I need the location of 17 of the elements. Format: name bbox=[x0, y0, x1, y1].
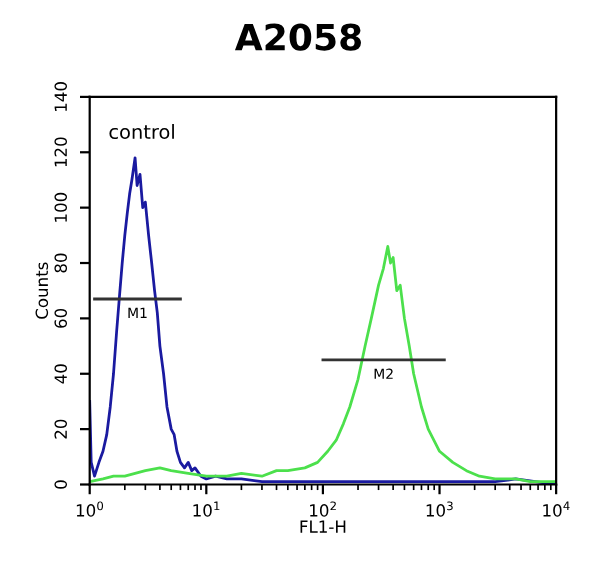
y-axis-title: Counts bbox=[35, 262, 49, 319]
annotation: control bbox=[109, 124, 174, 140]
y-tick-label: 40 bbox=[54, 364, 68, 384]
y-tick-label: 120 bbox=[54, 137, 68, 167]
y-tick-label: 100 bbox=[54, 192, 68, 222]
y-tick-label: 140 bbox=[54, 82, 68, 111]
chart-title: A2058 bbox=[234, 23, 361, 51]
y-tick-label: 20 bbox=[54, 419, 68, 439]
y-tick-label: 0 bbox=[54, 480, 68, 489]
x-tick-label: 10$^{4}$ bbox=[543, 501, 570, 517]
x-tick-label: 10$^{2}$ bbox=[310, 501, 336, 517]
x-tick-label: 10$^{0}$ bbox=[76, 501, 104, 517]
x-tick-label: 10$^{1}$ bbox=[193, 501, 220, 517]
y-tick-label: 80 bbox=[54, 253, 68, 273]
x-axis-title: FL1-H bbox=[300, 520, 346, 533]
x-tick-label: 10$^{3}$ bbox=[426, 501, 453, 517]
y-tick-label: 60 bbox=[54, 308, 68, 328]
